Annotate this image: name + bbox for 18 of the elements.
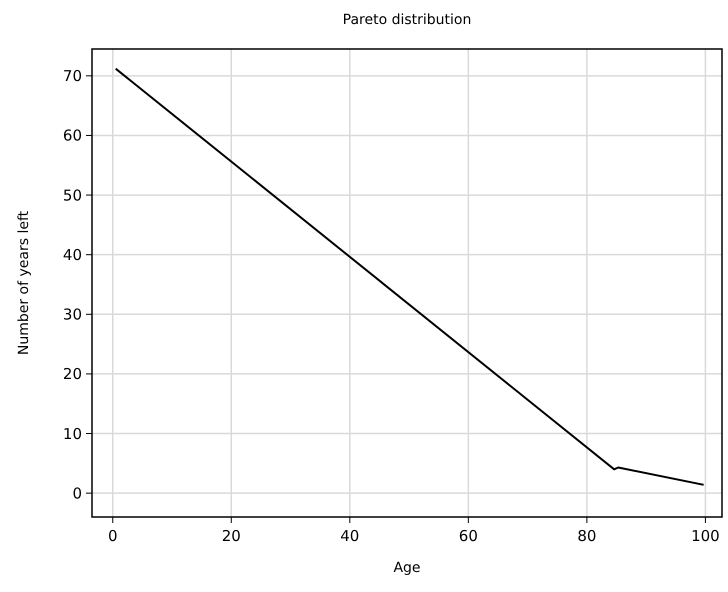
x-tick-label: 100 [691,527,720,545]
x-tick-label: 60 [458,527,478,545]
y-tick-label: 50 [62,186,82,204]
y-tick-label: 10 [62,424,82,443]
y-tick-label: 30 [62,306,82,324]
chart-title: Pareto distribution [342,12,472,28]
x-tick-label: 20 [222,527,241,545]
y-tick-label: 40 [62,246,82,264]
x-tick-label: 0 [108,527,118,545]
y-tick-label: 70 [62,67,82,86]
y-tick-label: 0 [72,484,82,502]
x-tick-label: 80 [577,527,596,545]
line-series [114,68,705,486]
x-tick-label: 40 [340,527,360,545]
x-axis-title: Age [393,560,421,576]
y-tick-label: 60 [62,126,82,145]
y-axis-title: Number of years left [16,210,32,356]
y-tick-label: 20 [62,365,82,384]
